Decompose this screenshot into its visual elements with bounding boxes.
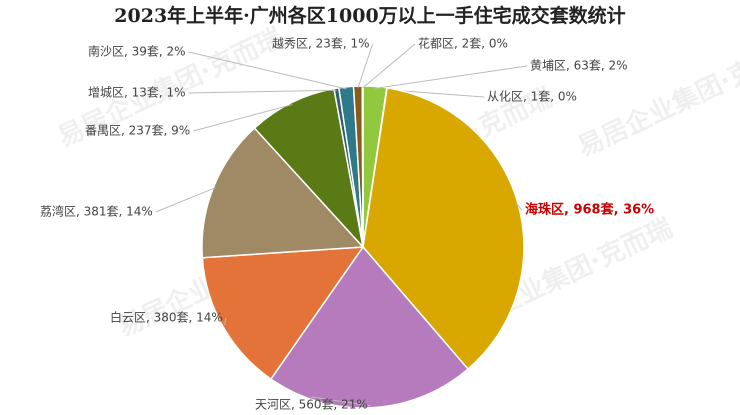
leader-line <box>362 43 416 89</box>
data-label: 花都区, 2套, 0% <box>418 36 508 51</box>
pie-slice <box>362 86 525 371</box>
pie-slice <box>201 246 365 381</box>
pie-slice <box>201 127 365 259</box>
leader-line <box>155 187 216 213</box>
data-label: 从化区, 1套, 0% <box>487 90 577 104</box>
data-label: 海珠区, 968套, 36% <box>525 202 654 218</box>
leader-line <box>374 65 528 89</box>
data-label: 黄埔区, 63套, 2% <box>530 59 628 73</box>
data-label: 天河区, 560套, 21% <box>255 398 368 412</box>
leader-line <box>311 396 372 407</box>
data-label: 番禺区, 237套, 9% <box>85 124 190 138</box>
leader-line <box>188 51 347 90</box>
leader-line <box>515 202 523 211</box>
data-label: 增城区, 13套, 1% <box>88 86 186 100</box>
pie-slice <box>269 245 470 409</box>
watermark: 易居企业集团·克而瑞 <box>573 32 740 163</box>
leader-line <box>224 317 227 326</box>
pie-slice <box>253 87 365 250</box>
leader-line <box>357 43 374 89</box>
leader-line <box>193 104 293 132</box>
data-label: 荔湾区, 381套, 14% <box>40 204 153 219</box>
data-label: 白云区, 380套, 14% <box>110 310 223 325</box>
data-label: 越秀区, 23套, 1% <box>272 37 370 51</box>
leader-line <box>188 89 337 94</box>
chart-title: 2023年上半年·广州各区1000万以上一手住宅成交套数统计 <box>114 4 625 27</box>
data-label: 南沙区, 39套, 2% <box>88 44 186 59</box>
pie-slice <box>361 85 364 248</box>
